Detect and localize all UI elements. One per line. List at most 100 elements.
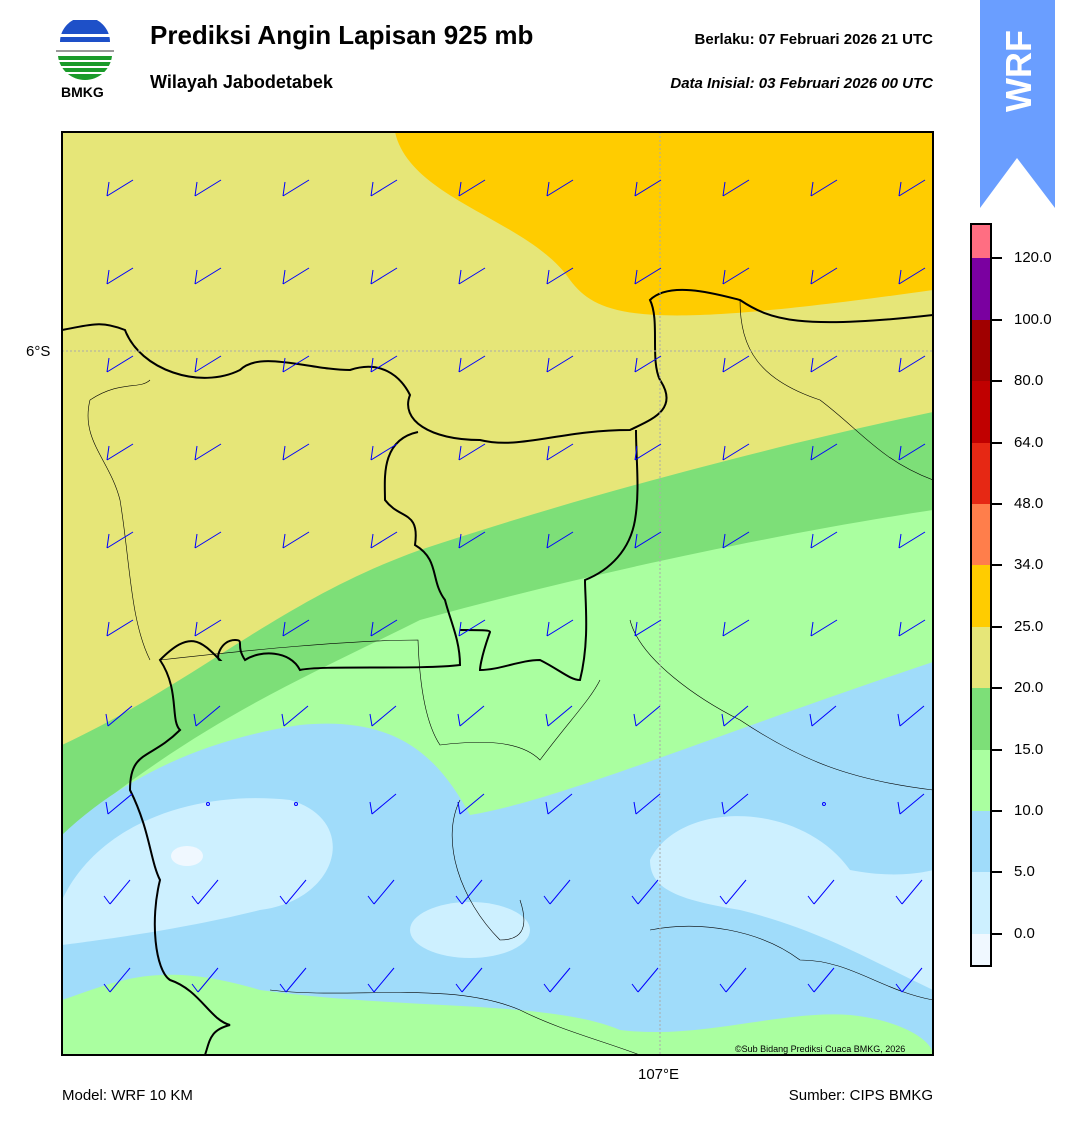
colorbar-segment xyxy=(972,258,990,320)
wind-barb xyxy=(370,355,398,373)
colorbar-tick xyxy=(990,871,1002,873)
page-subtitle: Wilayah Jabodetabek xyxy=(150,72,333,92)
wind-barb xyxy=(633,705,661,727)
source-label: Sumber: CIPS BMKG xyxy=(788,1087,933,1104)
wind-barb xyxy=(633,793,661,815)
wind-barb xyxy=(546,267,574,285)
model-label: Model: WRF 10 KM xyxy=(62,1087,193,1104)
wind-barb xyxy=(194,531,222,549)
wind-barb xyxy=(898,443,926,461)
wind-barb xyxy=(106,267,134,285)
wind-barb xyxy=(103,879,131,905)
colorbar-segment xyxy=(972,934,990,965)
wind-barb xyxy=(455,879,483,905)
wind-barb xyxy=(282,619,310,637)
wind-barb xyxy=(898,619,926,637)
wind-barb xyxy=(194,443,222,461)
wind-barb xyxy=(105,793,133,815)
wind-barb xyxy=(457,705,485,727)
wind-barb xyxy=(370,531,398,549)
wind-barb xyxy=(458,179,486,197)
wind-barb xyxy=(282,355,310,373)
wind-barb xyxy=(279,967,307,993)
wind-barb xyxy=(546,619,574,637)
wind-barb xyxy=(106,531,134,549)
wind-barb xyxy=(631,879,659,905)
colorbar-label: 34.0 xyxy=(1014,556,1044,573)
wrf-badge xyxy=(980,0,1055,208)
wind-barb xyxy=(370,619,398,637)
wind-barb xyxy=(282,443,310,461)
wind-barb xyxy=(458,355,486,373)
wind-barb xyxy=(722,179,750,197)
wind-barb xyxy=(282,179,310,197)
wind-barb xyxy=(634,179,662,197)
colorbar-segment xyxy=(972,504,990,565)
wind-barb xyxy=(810,619,838,637)
colorbar-tick xyxy=(990,503,1002,505)
logo-text: BMKG xyxy=(61,84,104,100)
colorbar-label: 15.0 xyxy=(1014,741,1044,758)
wind-barb xyxy=(458,267,486,285)
wind-barb xyxy=(722,267,750,285)
wind-barb xyxy=(279,879,307,905)
colorbar-label: 64.0 xyxy=(1014,434,1044,451)
colorbar-label: 48.0 xyxy=(1014,495,1044,512)
bmkg-logo xyxy=(56,20,114,81)
wind-barb xyxy=(193,705,221,727)
colorbar-label: 80.0 xyxy=(1014,372,1044,389)
colorbar-label: 25.0 xyxy=(1014,618,1044,635)
wind-barb xyxy=(194,355,222,373)
zone-0-5 xyxy=(62,798,333,945)
colorbar-segment xyxy=(972,811,990,872)
wind-barb xyxy=(895,967,923,993)
wind-barb xyxy=(809,705,837,727)
wind-barb xyxy=(194,179,222,197)
wind-barb xyxy=(458,531,486,549)
wind-barb xyxy=(545,705,573,727)
colorbar-tick xyxy=(990,687,1002,689)
wind-barb xyxy=(810,531,838,549)
wind-barb xyxy=(898,531,926,549)
colorbar xyxy=(970,223,992,967)
wind-barb xyxy=(719,967,747,993)
zone-25-34 xyxy=(395,132,933,316)
wind-barb xyxy=(895,879,923,905)
wind-barb xyxy=(545,793,573,815)
wind-barb xyxy=(206,802,211,806)
wind-barb xyxy=(719,879,747,905)
colorbar-tick xyxy=(990,564,1002,566)
wind-barb xyxy=(897,705,925,727)
colorbar-tick xyxy=(990,749,1002,751)
wind-barb xyxy=(546,179,574,197)
wind-barb xyxy=(294,802,299,806)
colorbar-tick xyxy=(990,257,1002,259)
wind-barb xyxy=(634,531,662,549)
wind-barb xyxy=(369,793,397,815)
wind-barb xyxy=(106,355,134,373)
map-frame xyxy=(61,131,934,1056)
wind-barb xyxy=(634,355,662,373)
zone-5-10 xyxy=(62,662,933,1055)
wind-barb xyxy=(191,967,219,993)
wind-barb xyxy=(898,267,926,285)
page-title: Prediksi Angin Lapisan 925 mb xyxy=(150,20,534,50)
wind-barb xyxy=(457,793,485,815)
wind-barb xyxy=(631,967,659,993)
colorbar-label: 5.0 xyxy=(1014,863,1035,880)
wind-barb xyxy=(721,705,749,727)
colorbar-tick xyxy=(990,626,1002,628)
lat-label: 6°S xyxy=(26,343,51,360)
wind-barb xyxy=(103,967,131,993)
colorbar-tick xyxy=(990,442,1002,444)
colorbar-segment xyxy=(972,688,990,750)
wind-barb xyxy=(546,443,574,461)
wind-barb xyxy=(634,267,662,285)
wind-barb xyxy=(634,619,662,637)
wind-barb xyxy=(543,879,571,905)
wind-barb xyxy=(898,355,926,373)
wind-barb xyxy=(810,267,838,285)
wind-barb xyxy=(546,355,574,373)
